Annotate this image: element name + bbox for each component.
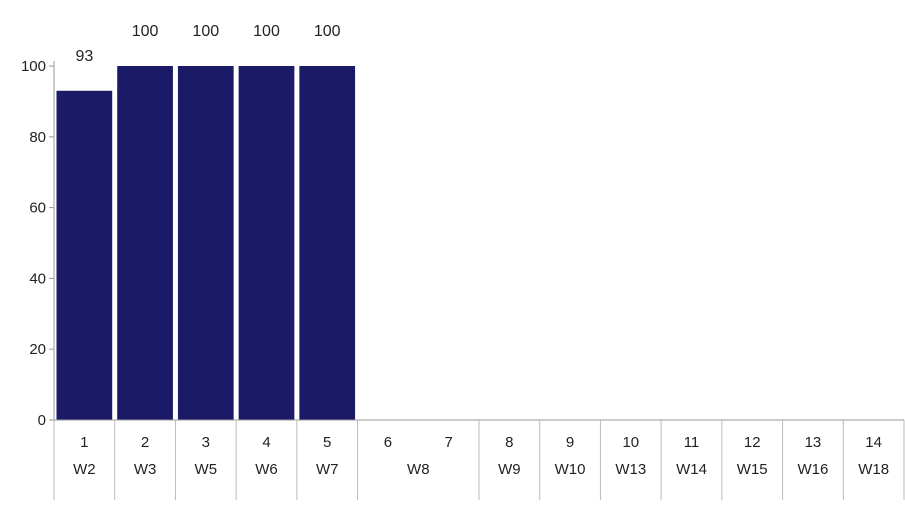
value-label: 100 xyxy=(132,23,159,40)
category-week-label: W13 xyxy=(615,461,646,478)
value-label: 100 xyxy=(314,23,341,40)
value-label: 100 xyxy=(192,23,219,40)
category-number-label: 13 xyxy=(805,434,822,451)
y-tick-label: 20 xyxy=(29,341,46,358)
category-number-label: 6 xyxy=(384,434,392,451)
y-tick-label: 80 xyxy=(29,129,46,146)
category-week-label: W5 xyxy=(195,461,218,478)
category-number-label: 1 xyxy=(80,434,88,451)
category-week-label: W15 xyxy=(737,461,768,478)
category-week-label: W9 xyxy=(498,461,521,478)
category-week-label: W14 xyxy=(676,461,707,478)
bar xyxy=(56,90,113,420)
category-week-label: W3 xyxy=(134,461,157,478)
category-week-label: W7 xyxy=(316,461,339,478)
bar xyxy=(299,66,356,420)
y-tick-label: 40 xyxy=(29,270,46,287)
category-number-label: 9 xyxy=(566,434,574,451)
bars xyxy=(56,66,356,420)
category-week-label: W2 xyxy=(73,461,96,478)
x-axis: 1 W2 2 W3 3 W5 4 W6 5 W7 6 7 8 W9 9 W10 10 W13 11 W14 12 W15 1… xyxy=(53,419,905,500)
bar xyxy=(117,66,173,420)
category-number-label: 5 xyxy=(323,434,331,451)
y-tick-label: 60 xyxy=(29,200,46,217)
category-week-group-label: W8 xyxy=(407,461,430,478)
category-number-label: 11 xyxy=(684,434,700,451)
category-number-label: 3 xyxy=(202,434,210,451)
category-number-label: 12 xyxy=(744,434,761,451)
category-week-label: W16 xyxy=(798,461,829,478)
y-tick-label: 0 xyxy=(38,412,46,429)
value-label: 93 xyxy=(75,48,93,65)
category-number-label: 10 xyxy=(622,434,639,451)
category-week-label: W18 xyxy=(858,461,889,478)
category-week-label: W10 xyxy=(555,461,586,478)
value-labels: 93 100 100 100 100 xyxy=(75,23,340,65)
category-number-label: 7 xyxy=(444,434,452,451)
category-number-label: 4 xyxy=(262,434,270,451)
category-number-label: 8 xyxy=(505,434,513,451)
y-axis: 0 20 40 60 80 100 xyxy=(21,58,55,429)
category-week-label: W6 xyxy=(255,461,278,478)
bar xyxy=(238,66,295,420)
bar xyxy=(177,66,234,420)
value-label: 100 xyxy=(253,23,280,40)
y-tick-label: 100 xyxy=(21,58,46,75)
category-number-label: 14 xyxy=(865,434,882,451)
category-number-label: 2 xyxy=(141,434,149,451)
